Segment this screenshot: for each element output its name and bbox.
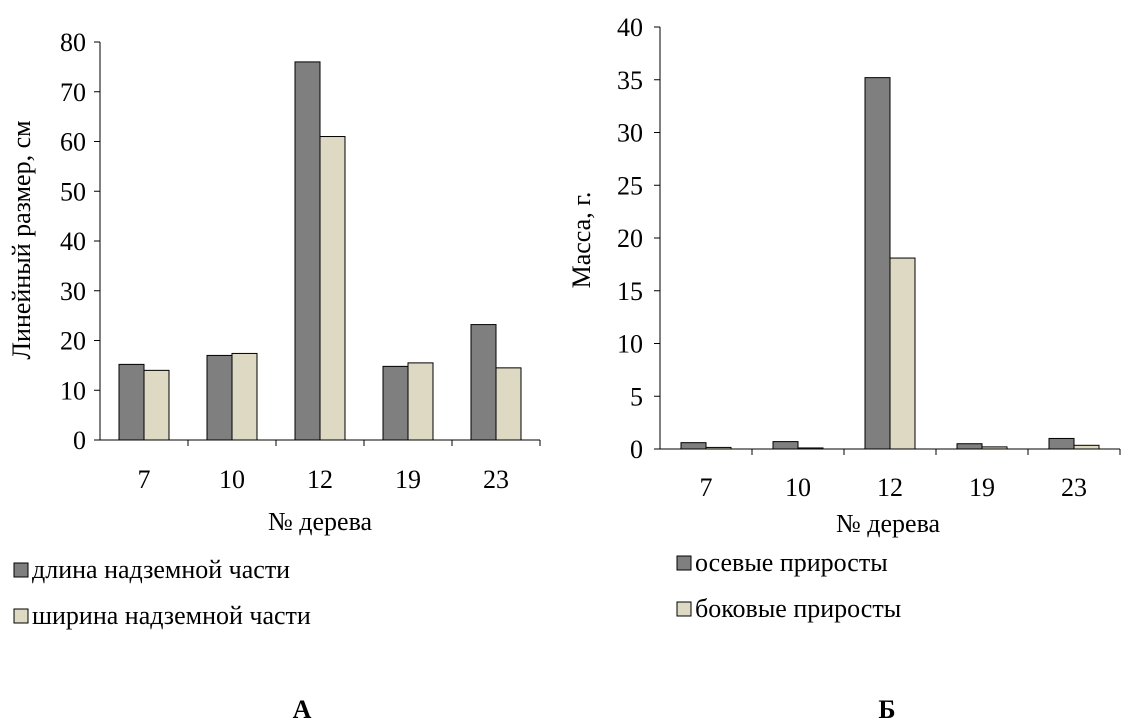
chart-b-bar-2-23 bbox=[1073, 444, 1100, 450]
chart-b-legend: осевые приросты боковые приросты bbox=[676, 548, 901, 623]
chart-b-y-tick-label: 35 bbox=[617, 66, 643, 95]
chart-b-bar-2-19 bbox=[981, 446, 1008, 450]
chart-b-x-tick-label: 7 bbox=[700, 473, 713, 502]
chart-b-y-ticks: 0 5 10 15 20 25 30 35 40 bbox=[617, 13, 660, 464]
chart-b-y-tick-label: 25 bbox=[617, 171, 643, 200]
chart-a-bar-2-12 bbox=[319, 136, 346, 441]
chart-a-y-tick-label: 80 bbox=[60, 28, 86, 57]
panel-label-b: Б bbox=[878, 695, 895, 724]
chart-b-y-axis-label: Масса, г. bbox=[567, 192, 596, 289]
chart-b-y-tick-label: 20 bbox=[617, 224, 643, 253]
chart-b-bar-1-23 bbox=[1048, 437, 1075, 450]
chart-a-legend-swatch-2 bbox=[13, 608, 29, 624]
chart-a-y-ticks: 0 10 20 30 40 50 60 70 80 bbox=[60, 28, 100, 455]
chart-b: 0 5 10 15 20 25 30 35 40 7 10 12 19 23 Масса, г. № д… bbox=[567, 13, 1121, 724]
chart-b-x-tick-label: 10 bbox=[785, 473, 811, 502]
chart-b-legend-label-1: осевые приросты bbox=[695, 548, 888, 577]
chart-b-bars bbox=[680, 77, 1100, 450]
chart-a-bar-2-19 bbox=[407, 362, 434, 441]
chart-a-bar-2-10 bbox=[231, 352, 258, 441]
chart-a-y-tick-label: 30 bbox=[60, 277, 86, 306]
chart-b-y-tick-label: 40 bbox=[617, 13, 643, 42]
chart-a-y-tick-label: 70 bbox=[60, 78, 86, 107]
chart-a: 0 10 20 30 40 50 60 70 80 7 10 12 19 23 Линейный раз… bbox=[7, 28, 541, 724]
chart-b-bar-1-19 bbox=[956, 443, 983, 450]
chart-a-x-ticks: 7 10 12 19 23 bbox=[138, 440, 541, 494]
chart-a-x-tick-label: 19 bbox=[395, 465, 421, 494]
chart-a-legend-label-1: длина надземной части bbox=[32, 555, 290, 584]
chart-a-x-tick-label: 10 bbox=[219, 465, 245, 494]
chart-b-bar-2-10 bbox=[797, 447, 824, 450]
chart-a-bar-1-23 bbox=[470, 324, 497, 441]
chart-b-y-tick-label: 0 bbox=[630, 435, 643, 464]
chart-a-y-tick-label: 40 bbox=[60, 227, 86, 256]
chart-a-y-tick-label: 0 bbox=[73, 426, 86, 455]
chart-b-legend-swatch-2 bbox=[676, 601, 692, 617]
chart-a-bar-1-19 bbox=[382, 365, 409, 441]
chart-b-x-ticks: 7 10 12 19 23 bbox=[700, 449, 1121, 502]
chart-a-bars bbox=[118, 61, 522, 441]
chart-b-legend-label-2: боковые приросты bbox=[695, 594, 901, 623]
panel-label-a: А bbox=[293, 695, 312, 724]
chart-a-y-tick-label: 10 bbox=[60, 376, 86, 405]
chart-b-x-tick-label: 19 bbox=[969, 473, 995, 502]
chart-b-x-tick-label: 23 bbox=[1061, 473, 1087, 502]
chart-a-y-axis-label: Линейный размер, см bbox=[7, 120, 36, 359]
chart-b-bar-2-7 bbox=[705, 446, 732, 450]
chart-a-bar-1-12 bbox=[294, 61, 321, 441]
chart-a-y-tick-label: 20 bbox=[60, 327, 86, 356]
chart-a-x-tick-label: 7 bbox=[138, 465, 151, 494]
chart-b-y-tick-label: 15 bbox=[617, 277, 643, 306]
chart-a-legend: длина надземной части ширина надземной ч… bbox=[13, 555, 311, 630]
chart-b-x-axis-label: № дерева bbox=[836, 509, 941, 538]
chart-b-legend-swatch-1 bbox=[676, 555, 692, 571]
chart-b-x-tick-label: 12 bbox=[877, 473, 903, 502]
chart-a-bar-1-10 bbox=[206, 354, 233, 441]
chart-b-bar-2-12 bbox=[889, 257, 916, 450]
chart-a-x-tick-label: 23 bbox=[483, 465, 509, 494]
chart-b-bar-1-12 bbox=[864, 77, 891, 450]
chart-a-x-tick-label: 12 bbox=[307, 465, 333, 494]
chart-b-y-tick-label: 5 bbox=[630, 382, 643, 411]
chart-a-y-tick-label: 60 bbox=[60, 128, 86, 157]
chart-a-bar-2-7 bbox=[143, 369, 170, 441]
chart-a-legend-label-2: ширина надземной части bbox=[32, 601, 311, 630]
chart-a-y-tick-label: 50 bbox=[60, 177, 86, 206]
chart-a-bar-1-7 bbox=[118, 363, 145, 441]
chart-b-bar-1-7 bbox=[680, 442, 707, 450]
chart-a-x-axis-label: № дерева bbox=[268, 507, 373, 536]
chart-b-y-tick-label: 10 bbox=[617, 330, 643, 359]
chart-a-bar-2-23 bbox=[495, 367, 522, 441]
chart-b-y-tick-label: 30 bbox=[617, 119, 643, 148]
chart-b-bar-1-10 bbox=[772, 441, 799, 450]
chart-a-legend-swatch-1 bbox=[13, 562, 29, 578]
